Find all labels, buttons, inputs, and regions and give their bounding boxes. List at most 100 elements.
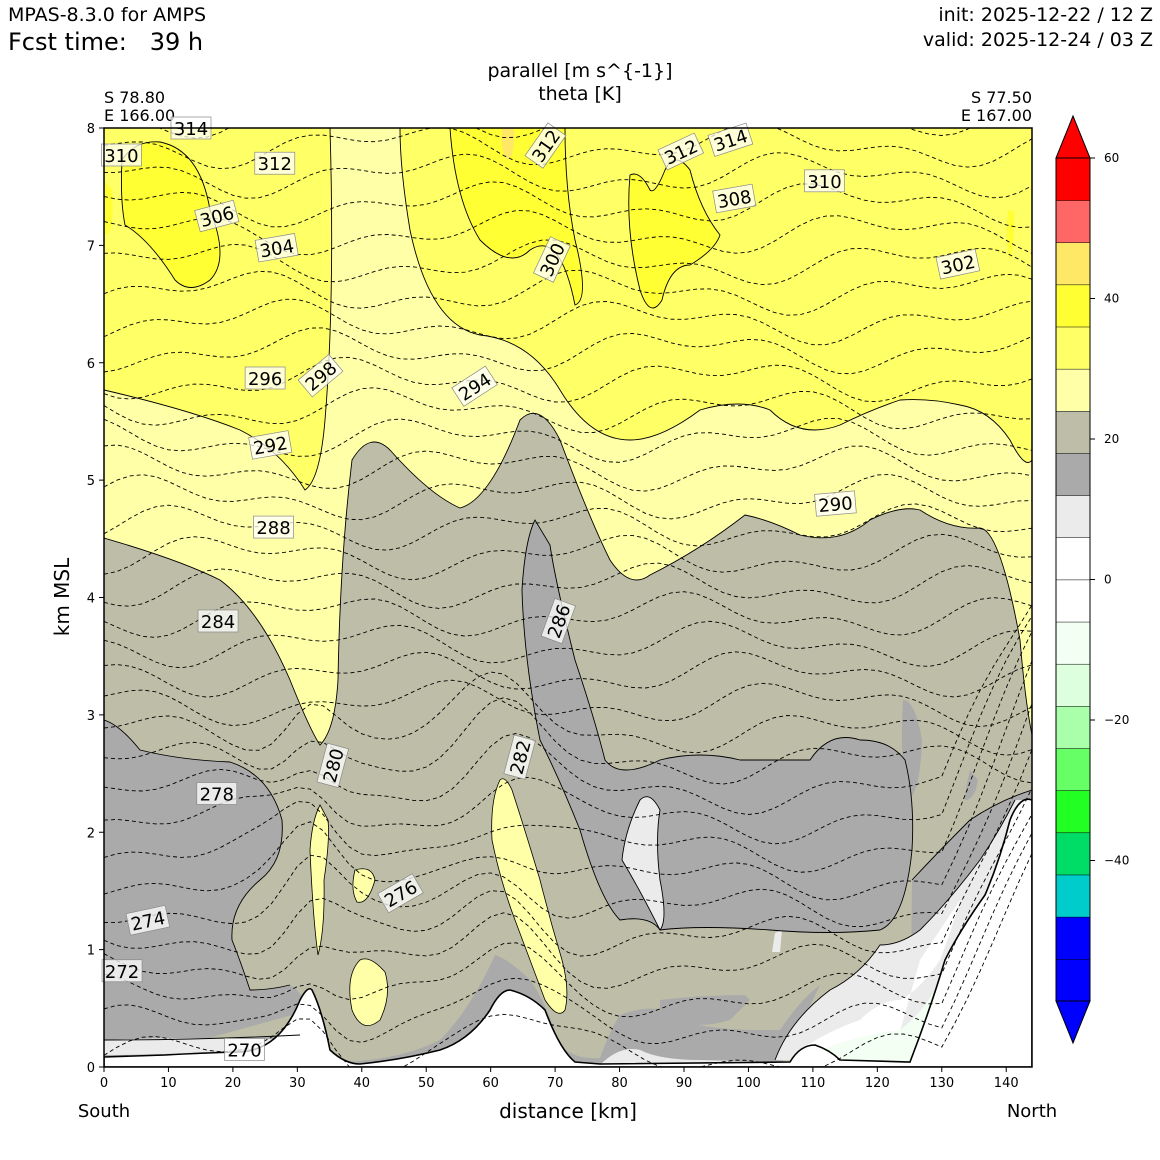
theta-label-text: 270 <box>227 1040 261 1061</box>
colorbar-over-arrow <box>1055 114 1091 159</box>
forecast-time-label: Fcst time: <box>8 28 127 56</box>
x-tick-label: 50 <box>418 1076 435 1091</box>
fill-gray-spike-2 <box>965 770 978 800</box>
fill-yellow-pocket-3 <box>349 958 388 1027</box>
theta-label-box <box>540 597 576 644</box>
isentrope-line <box>104 615 1032 845</box>
theta-label-box <box>101 143 142 167</box>
theta-label-box <box>125 904 171 936</box>
isentrope-line <box>104 703 1032 928</box>
colorbar-cell <box>1055 452 1091 496</box>
theta-label: 290 <box>814 490 857 517</box>
fill-yellow-pocket-1 <box>309 804 329 956</box>
fill-yellow-core-5 <box>1006 210 1015 260</box>
isentrope-line <box>104 387 1032 433</box>
colorbar-tick-label: 40 <box>1104 292 1119 306</box>
isentrope-line <box>104 604 1032 815</box>
isentrope-line <box>104 503 1032 551</box>
theta-label-text: 310 <box>104 146 138 167</box>
isentrope-line <box>104 327 1032 375</box>
colorbar-cell <box>1055 874 1091 918</box>
theta-label-text: 296 <box>248 369 282 390</box>
fill-gray-low <box>660 995 750 1025</box>
theta-label: 292 <box>248 430 293 460</box>
right-endpoint-coords: S 77.50 E 167.00 <box>961 89 1032 125</box>
right-endpoint-lon: E 167.00 <box>960 106 1032 125</box>
y-tick-label: 4 <box>87 592 95 607</box>
isentrope-line <box>104 813 1032 1018</box>
colorbar-ticks: −40 −20 0 20 40 60 <box>1090 151 1129 868</box>
isentrope-line <box>104 210 1032 256</box>
wind-contour-12 <box>104 1034 301 1041</box>
x-axis-label: distance [km] <box>499 1099 637 1123</box>
theta-label-box <box>533 236 571 283</box>
colorbar-cell <box>1055 832 1091 876</box>
y-tick-label: 3 <box>87 709 95 724</box>
right-endpoint-lat: S 77.50 <box>970 88 1032 107</box>
x-tick-label: 90 <box>676 1076 693 1091</box>
colorbar-cell <box>1055 621 1091 665</box>
theta-label: 270 <box>224 1038 265 1061</box>
y-tick-label: 1 <box>87 944 95 959</box>
theta-label-box <box>503 734 536 780</box>
colorbar-cell <box>1055 410 1091 454</box>
colorbar-cell <box>1055 242 1091 286</box>
fill-palegreen-right <box>820 990 935 1067</box>
colorbar-cell <box>1055 579 1091 623</box>
x-tick-label: 10 <box>160 1076 177 1091</box>
theta-label: 310 <box>101 143 142 167</box>
isentrope-line <box>104 152 1032 199</box>
fill-gray-mid <box>522 520 913 933</box>
theta-label: 312 <box>254 151 296 175</box>
x-tick-label: 20 <box>225 1076 242 1091</box>
theta-label-box <box>814 490 857 517</box>
colorbar-cell <box>1055 747 1091 791</box>
isentrope-line <box>104 679 1032 728</box>
forecast-time: Fcst time: 39 h <box>8 28 203 56</box>
colorbar-cell <box>1055 916 1091 960</box>
colorbar-cell <box>1055 199 1091 243</box>
theta-label-box <box>377 873 424 914</box>
left-endpoint-lat: S 78.80 <box>104 88 166 107</box>
colorbar-cell <box>1055 537 1091 581</box>
theta-label: 288 <box>253 515 294 539</box>
theta-label: 278 <box>196 782 238 806</box>
x-tick-label: 0 <box>100 1076 108 1091</box>
valid-time: valid: 2025-12-24 / 03 Z <box>922 29 1153 51</box>
fill-yellow-upper <box>104 128 1032 490</box>
theta-label-box <box>935 248 981 280</box>
y-tick-label: 0 <box>87 1061 95 1076</box>
isentrope-line <box>104 671 1032 756</box>
x-tick-label: 130 <box>929 1076 954 1091</box>
y-tick-label: 5 <box>87 474 95 489</box>
theta-label-text: 284 <box>201 612 235 633</box>
wind-contour-8 <box>120 141 221 288</box>
x-tick-label: 110 <box>800 1076 825 1091</box>
colorbar-tick-label: −20 <box>1104 713 1129 727</box>
theta-label: 296 <box>244 366 286 390</box>
wind-contour-11 <box>621 796 665 931</box>
theta-label-text: 288 <box>256 518 290 539</box>
colorbar-tick-label: 0 <box>1104 573 1112 587</box>
isentrope-line <box>104 444 1032 492</box>
isentrope-line <box>104 65 1032 110</box>
x-axis: 0 10 20 30 40 50 60 70 80 90 100 110 120 130 140 <box>100 1067 1019 1091</box>
isentrope-line <box>104 660 1032 901</box>
isentrope-line <box>104 697 1032 785</box>
colorbar-cell <box>1055 157 1091 201</box>
theta-label-box <box>244 366 286 390</box>
colorbar-under-arrow <box>1055 1000 1091 1045</box>
chart-title-line-1: parallel [m s^{-1}] <box>487 60 673 82</box>
theta-label-box <box>657 132 705 171</box>
theta-label: 298 <box>297 353 344 398</box>
colorbar-cell <box>1055 705 1091 749</box>
x-tick-label: 120 <box>865 1076 890 1091</box>
theta-label-text: 290 <box>818 493 854 517</box>
theta-label-box <box>254 151 296 175</box>
fill-yellow-core-4 <box>121 141 220 288</box>
wind-contour-3 <box>104 412 1032 746</box>
left-endpoint-lon: E 166.00 <box>104 106 176 125</box>
y-tick-label: 8 <box>87 122 95 137</box>
chart-title-line-2: theta [K] <box>538 83 622 105</box>
